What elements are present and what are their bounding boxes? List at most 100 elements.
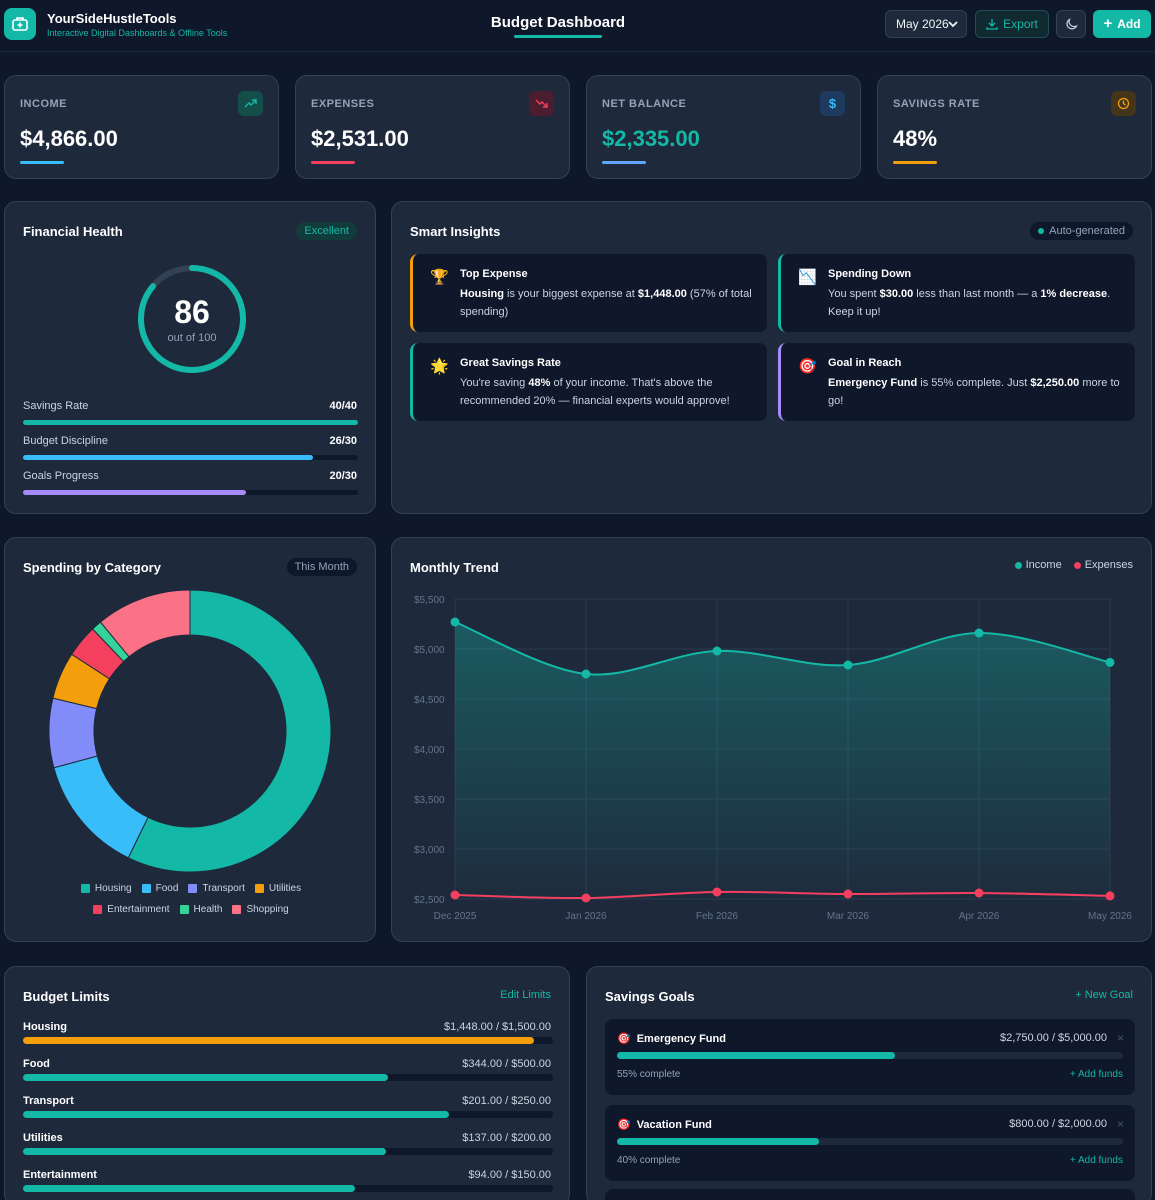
add-button[interactable]: + Add — [1093, 10, 1151, 38]
goal-name: 🎯 Emergency Fund — [617, 1032, 726, 1046]
close-icon[interactable]: × — [1116, 1117, 1124, 1131]
legend-item-utilities[interactable]: Utilities — [254, 883, 301, 894]
status-dot-icon — [1038, 228, 1045, 234]
income-point[interactable] — [1105, 657, 1115, 667]
insight-text: Housing is your biggest expense at $1,44… — [460, 288, 752, 318]
insight-card: 📉 Spending Down You spent $30.00 less than… — [778, 254, 1135, 332]
limit-name: Entertainment — [23, 1169, 97, 1181]
smart-insights-card: Smart Insights Auto-generated 🏆 Top Expen… — [391, 201, 1152, 514]
moon-icon — [1065, 17, 1078, 29]
monthly-trend-title: Monthly Trend — [410, 560, 499, 575]
x-tick-label: Apr 2026 — [959, 911, 1000, 922]
metric-label-savings-rate: Savings Rate — [23, 400, 89, 412]
insight-card: 🎯 Goal in Reach Emergency Fund is 55% comp… — [778, 343, 1135, 421]
income-point[interactable] — [843, 660, 853, 670]
donut-legend-row-2: Entertainment Health Shopping — [5, 904, 377, 915]
expenses-point[interactable] — [450, 890, 460, 900]
expenses-point[interactable] — [974, 888, 984, 898]
goal-card: 🎯 Vacation Fund $800.00 / $2,000.00 × 40% co… — [605, 1105, 1135, 1181]
limit-name: Utilities — [23, 1132, 63, 1144]
net-balance-card: NET BALANCE $2,335.00 $ — [586, 75, 861, 179]
x-tick-label: Dec 2025 — [434, 911, 477, 922]
limit-track — [23, 1037, 553, 1044]
logo-icon[interactable] — [4, 8, 36, 40]
month-select[interactable]: May 2026 — [885, 10, 967, 38]
insight-text: You spent $30.00 less than last month — … — [828, 288, 1111, 318]
trophy-icon: 🏆 — [430, 269, 449, 286]
donut-slice-transport[interactable] — [48, 697, 98, 769]
export-button[interactable]: Export — [975, 10, 1049, 38]
metric-fill-savings-rate — [23, 420, 358, 425]
add-label: Add — [1117, 17, 1141, 31]
legend-item-transport[interactable]: Transport — [188, 883, 245, 894]
add-funds-link[interactable]: + Add funds — [1069, 1069, 1123, 1080]
limit-track — [23, 1185, 553, 1192]
legend-item-housing[interactable]: Housing — [80, 883, 132, 894]
y-tick-label: $2,500 — [414, 895, 445, 906]
legend-item-entertainment[interactable]: Entertainment — [93, 904, 170, 915]
star-icon: 🌟 — [430, 358, 449, 375]
expenses-card: EXPENSES $2,531.00 — [295, 75, 570, 179]
limit-track — [23, 1111, 553, 1118]
chevron-down-icon — [948, 21, 958, 28]
savings-rate-accent-bar — [893, 161, 937, 164]
income-point[interactable] — [581, 669, 591, 679]
income-point[interactable] — [974, 628, 984, 638]
expenses-label: EXPENSES — [311, 98, 375, 110]
brand-tagline: Interactive Digital Dashboards & Offline… — [47, 28, 228, 38]
goal-amount: $2,750.00 / $5,000.00 — [999, 1032, 1107, 1044]
x-tick-label: Mar 2026 — [827, 911, 870, 922]
metric-fill-goals-progress — [23, 490, 247, 495]
expenses-accent-bar — [311, 161, 355, 164]
income-point[interactable] — [450, 617, 460, 627]
income-point[interactable] — [712, 646, 722, 656]
auto-generated-badge: Auto-generated — [1030, 222, 1133, 240]
net-balance-accent-bar — [602, 161, 646, 164]
theme-toggle-button[interactable] — [1056, 10, 1086, 38]
limit-fill — [23, 1037, 535, 1044]
legend-item-shopping[interactable]: Shopping — [232, 904, 289, 915]
insight-title: Top Expense — [460, 268, 528, 280]
close-icon[interactable]: × — [1116, 1031, 1124, 1045]
financial-health-card: Financial Health Excellent 86 out of 100… — [4, 201, 376, 514]
legend-item-food[interactable]: Food — [141, 883, 178, 894]
month-select-value: May 2026 — [896, 17, 949, 31]
donut-slice-shopping[interactable] — [99, 589, 191, 658]
legend-income: Income — [1014, 559, 1062, 571]
expenses-point[interactable] — [843, 889, 853, 899]
monthly-trend-chart: $2,500 $3,000 $3,500 $4,000 $4,500 $5,000 $5,5… — [414, 595, 1132, 922]
metric-value-goals-progress: 20/30 — [329, 470, 357, 482]
expenses-point[interactable] — [712, 887, 722, 897]
donut-slice-food[interactable] — [53, 755, 149, 859]
spending-category-card: Spending by Category This Month Housing F… — [4, 537, 376, 942]
metric-label-goals-progress: Goals Progress — [23, 470, 99, 482]
new-goal-link[interactable]: + New Goal — [1075, 989, 1133, 1001]
limit-track — [23, 1148, 553, 1155]
add-funds-link[interactable]: + Add funds — [1069, 1155, 1123, 1166]
income-card: INCOME $4,866.00 — [4, 75, 279, 179]
expenses-point[interactable] — [1105, 891, 1115, 901]
smart-insights-title: Smart Insights — [410, 224, 501, 239]
trend-legend: Income Expenses — [1014, 559, 1133, 571]
savings-goals-card: Savings Goals + New Goal 🎯 Emergency Fund… — [586, 966, 1152, 1200]
brand-name: YourSideHustleTools — [47, 11, 177, 26]
savings-rate-card: SAVINGS RATE 48% — [877, 75, 1152, 179]
trending-down-icon — [529, 91, 554, 116]
health-score-caption: out of 100 — [167, 332, 217, 344]
limit-track — [23, 1074, 553, 1081]
limit-name: Housing — [23, 1021, 67, 1033]
auto-generated-label: Auto-generated — [1049, 225, 1125, 237]
insight-text: Emergency Fund is 55% complete. Just $2,… — [828, 377, 1120, 407]
edit-limits-link[interactable]: Edit Limits — [500, 989, 551, 1001]
donut-slice-housing[interactable] — [127, 589, 332, 873]
expenses-point[interactable] — [581, 893, 591, 903]
income-line — [454, 621, 1111, 676]
goal-track — [617, 1052, 1123, 1059]
legend-item-health[interactable]: Health — [179, 904, 222, 915]
health-status-badge: Excellent — [296, 222, 357, 240]
limit-amount: $137.00 / $200.00 — [462, 1132, 551, 1144]
period-badge[interactable]: This Month — [286, 558, 357, 576]
spending-donut-chart — [48, 589, 332, 873]
limit-fill — [23, 1111, 450, 1118]
limit-amount: $344.00 / $500.00 — [462, 1058, 551, 1070]
